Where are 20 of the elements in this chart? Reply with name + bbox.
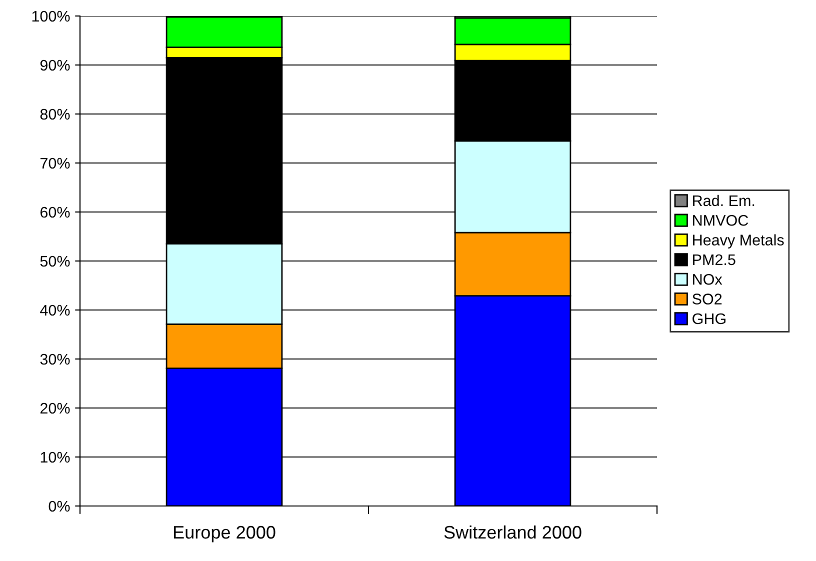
y-tick-label: 30% [40, 354, 70, 365]
y-tick-label: 50% [40, 256, 70, 267]
y-tick-label: 80% [40, 108, 70, 120]
legend-label: NOx [693, 274, 722, 285]
y-tick-label: 70% [40, 158, 70, 169]
y-tick-label: 60% [40, 206, 70, 218]
y-tick-label: 100% [32, 10, 70, 22]
legend-label: Rad. Em. [693, 194, 754, 206]
y-tick-label: 10% [40, 452, 70, 463]
legend-label: Heavy Metals [693, 234, 784, 248]
y-tick-label: 40% [40, 304, 70, 316]
y-tick-label: 20% [40, 402, 70, 414]
x-tick-label: Europe 2000 [174, 526, 276, 542]
legend-label: NMVOC [693, 214, 748, 226]
y-tick-label: 90% [40, 60, 70, 71]
legend-label: PM2.5 [693, 254, 736, 266]
x-tick-label: Switzerland 2000 [444, 525, 582, 539]
y-tick-label: 0% [48, 500, 70, 512]
legend-label: SO2 [692, 294, 722, 304]
legend-label: GHG [692, 313, 726, 324]
